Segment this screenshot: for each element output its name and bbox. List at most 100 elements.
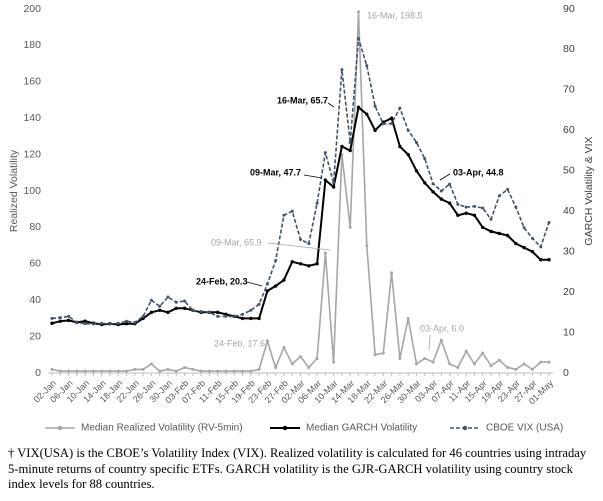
point — [506, 366, 510, 370]
point — [207, 369, 211, 373]
point — [241, 312, 245, 316]
point — [365, 64, 369, 68]
point — [224, 369, 228, 373]
point — [423, 157, 427, 161]
annotation-leader — [327, 102, 335, 108]
y-tick-label: 60 — [29, 258, 41, 270]
point — [174, 300, 178, 304]
annotation-leader — [246, 281, 263, 287]
point — [182, 306, 187, 310]
point — [307, 264, 311, 268]
y-tick-label: 120 — [23, 148, 41, 160]
series-line — [51, 11, 549, 373]
point — [448, 182, 452, 186]
point — [539, 258, 543, 262]
y2-tick-label: 30 — [563, 245, 575, 257]
point — [240, 316, 245, 321]
point — [290, 260, 294, 264]
point — [456, 366, 460, 370]
legend-label: Median Realized Volatility (RV-5min) — [81, 423, 243, 434]
point — [431, 190, 435, 194]
y2-tick-label: 50 — [563, 165, 575, 177]
point — [265, 289, 270, 293]
point — [257, 302, 261, 306]
point — [547, 221, 551, 225]
point — [299, 355, 302, 359]
point — [406, 128, 410, 132]
point — [456, 213, 460, 217]
point — [340, 68, 344, 72]
point — [323, 178, 328, 182]
point — [50, 321, 54, 325]
annotation: 16-Mar, 198.5 — [367, 10, 423, 20]
point — [439, 338, 443, 342]
point — [323, 151, 327, 155]
point — [149, 310, 154, 315]
point — [174, 306, 178, 310]
point — [232, 369, 236, 373]
point — [290, 362, 294, 366]
footnote: † VIX(USA) is the CBOE’s Volatility Inde… — [8, 446, 587, 491]
point — [141, 314, 145, 318]
point — [398, 106, 402, 110]
point — [216, 314, 220, 318]
y-tick-label: 40 — [29, 294, 41, 306]
y-tick-label: 140 — [23, 112, 41, 124]
point — [489, 364, 493, 368]
point — [50, 367, 54, 371]
point — [522, 226, 526, 230]
point — [472, 362, 476, 366]
point — [108, 322, 112, 326]
point — [249, 308, 253, 312]
point — [547, 258, 551, 262]
point — [249, 369, 253, 373]
point — [348, 140, 352, 144]
point — [398, 144, 402, 149]
point — [299, 238, 302, 242]
point — [166, 367, 170, 371]
point — [414, 169, 419, 173]
point — [514, 241, 518, 246]
point — [191, 308, 195, 312]
point — [497, 194, 501, 198]
point — [505, 233, 510, 238]
point — [472, 213, 477, 217]
point — [83, 322, 87, 326]
point — [116, 321, 120, 325]
point — [166, 295, 170, 299]
point — [356, 10, 360, 14]
point — [91, 322, 95, 326]
point — [448, 362, 452, 366]
point — [58, 369, 62, 373]
point — [530, 236, 534, 240]
chart: Realized Volatility GARCH Volatility & V… — [8, 3, 595, 434]
legend-label: CBOE VIX (USA) — [486, 423, 563, 434]
point — [439, 197, 444, 201]
point — [133, 367, 137, 371]
annotation-leader — [428, 334, 431, 351]
point — [83, 369, 87, 373]
annotation-leader — [267, 242, 331, 251]
y2-tick-label: 80 — [563, 43, 575, 55]
point — [381, 351, 385, 355]
annotation: 09-Mar, 47.7 — [250, 167, 301, 177]
point — [481, 206, 485, 210]
point — [125, 319, 129, 323]
point — [522, 362, 526, 366]
point — [265, 339, 269, 343]
point — [282, 346, 286, 350]
point — [373, 353, 377, 357]
point — [464, 349, 468, 353]
point — [191, 367, 195, 371]
point — [274, 366, 278, 370]
point — [431, 360, 435, 364]
point — [390, 271, 394, 275]
point — [199, 369, 203, 373]
point — [406, 152, 410, 157]
point — [315, 262, 319, 266]
y-tick-label: 100 — [23, 185, 41, 197]
point — [348, 148, 352, 153]
point — [423, 181, 427, 185]
point — [290, 209, 294, 213]
point — [497, 231, 501, 236]
